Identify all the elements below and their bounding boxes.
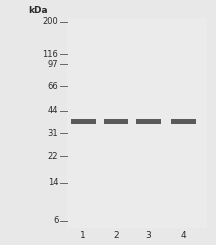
Text: 3: 3 [146,231,151,240]
Text: 31: 31 [48,129,58,137]
Bar [71,119,96,124]
Text: 66: 66 [48,82,58,91]
Text: 14: 14 [48,178,58,187]
Text: 200: 200 [43,17,58,26]
Text: 2: 2 [113,231,119,240]
Text: 97: 97 [48,60,58,69]
Text: kDa: kDa [28,6,48,15]
Text: 22: 22 [48,152,58,161]
Bar [171,119,196,124]
Text: 1: 1 [80,231,86,240]
Text: 6: 6 [53,216,58,225]
Text: 4: 4 [181,231,186,240]
Text: 44: 44 [48,107,58,115]
Bar [67,18,207,228]
Bar [136,119,161,124]
Text: 116: 116 [43,50,58,59]
Bar [104,119,128,124]
